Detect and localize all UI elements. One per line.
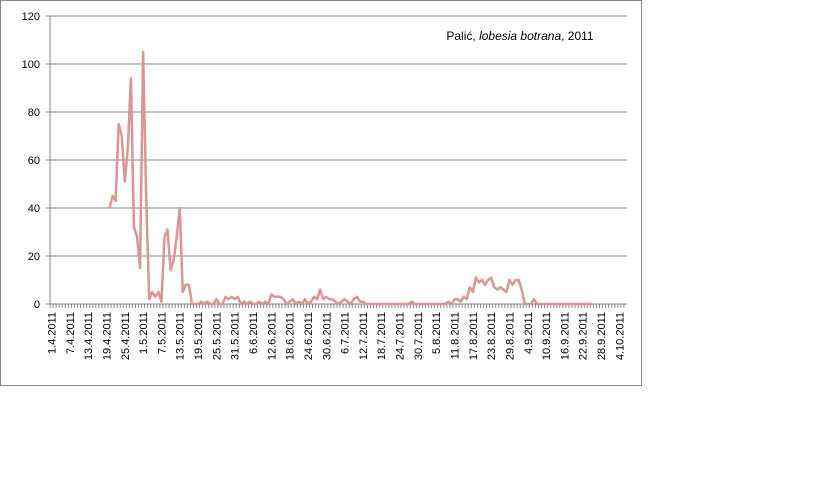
x-tick-label: 22.9.2011 bbox=[578, 312, 590, 360]
x-tick-label: 12.7.2011 bbox=[358, 312, 370, 360]
chart-border bbox=[0, 0, 642, 386]
annotation: Palić, lobesia botrana, 2011 bbox=[446, 29, 594, 43]
x-tick-label: 25.5.2011 bbox=[211, 312, 223, 360]
x-tick-label: 30.6.2011 bbox=[321, 312, 333, 360]
annotation-part: lobesia botrana bbox=[479, 29, 561, 43]
x-tick-label: 19.4.2011 bbox=[101, 312, 113, 360]
x-tick-label: 5.8.2011 bbox=[431, 312, 443, 354]
data-line bbox=[108, 50, 592, 306]
x-tick-label: 13.5.2011 bbox=[175, 312, 187, 360]
x-tick-label: 4.10.2011 bbox=[614, 312, 626, 360]
y-tick-label: 20 bbox=[28, 251, 40, 263]
x-tick-label: 1.5.2011 bbox=[138, 312, 150, 354]
y-tick-label: 0 bbox=[34, 299, 40, 311]
x-tick-label: 12.6.2011 bbox=[266, 312, 278, 360]
x-tick-label: 28.9.2011 bbox=[596, 312, 608, 360]
x-tick-label: 7.5.2011 bbox=[156, 312, 168, 354]
x-tick-label: 16.9.2011 bbox=[559, 312, 571, 360]
x-tick-label: 31.5.2011 bbox=[230, 312, 242, 360]
y-tick-label: 100 bbox=[22, 59, 40, 71]
x-tick-label: 17.8.2011 bbox=[468, 312, 480, 360]
y-tick-label: 120 bbox=[22, 11, 40, 23]
x-tick-label: 23.8.2011 bbox=[486, 312, 498, 360]
annotation-part: , 2011 bbox=[561, 29, 594, 43]
x-tick-label: 30.7.2011 bbox=[413, 312, 425, 360]
x-tick-label: 18.6.2011 bbox=[285, 312, 297, 360]
x-tick-label: 24.6.2011 bbox=[303, 312, 315, 360]
x-tick-label: 29.8.2011 bbox=[504, 312, 516, 360]
x-tick-label: 10.9.2011 bbox=[541, 312, 553, 360]
y-tick-label: 80 bbox=[28, 107, 40, 119]
x-tick-label: 6.6.2011 bbox=[248, 312, 260, 354]
x-tick-label: 19.5.2011 bbox=[193, 312, 205, 360]
x-tick-label: 13.4.2011 bbox=[83, 312, 95, 360]
annotation-part: Palić, bbox=[446, 29, 479, 43]
y-tick-label: 40 bbox=[28, 203, 40, 215]
x-tick-label: 18.7.2011 bbox=[376, 312, 388, 360]
x-tick-label: 7.4.2011 bbox=[65, 312, 77, 354]
x-tick-label: 25.4.2011 bbox=[120, 312, 132, 360]
x-tick-label: 1.4.2011 bbox=[47, 312, 59, 354]
x-tick-label: 11.8.2011 bbox=[450, 312, 462, 359]
x-tick-label: 24.7.2011 bbox=[395, 312, 407, 360]
x-tick-label: 4.9.2011 bbox=[523, 312, 535, 354]
x-tick-label: 6.7.2011 bbox=[340, 312, 352, 354]
y-tick-label: 60 bbox=[28, 155, 40, 167]
